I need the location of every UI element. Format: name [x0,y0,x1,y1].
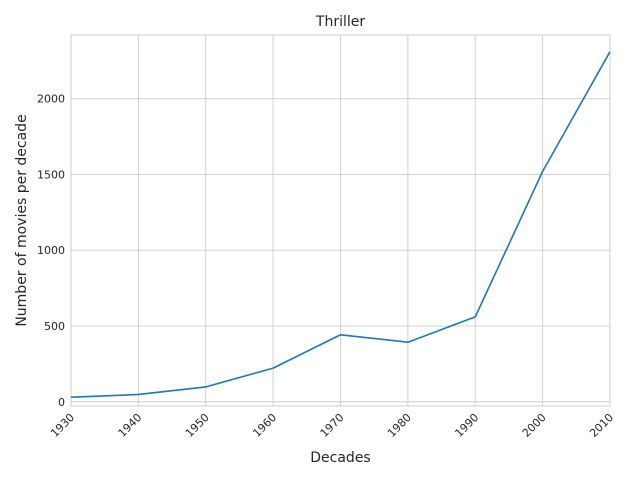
x-tick-label: 2000 [520,411,549,440]
x-tick-label: 1980 [385,411,414,440]
chart-title: Thriller [315,14,365,30]
y-tick-label: 1500 [37,168,65,181]
x-tick-labels: 1930 1940 1950 1960 1970 1980 1990 2000 2010 [48,411,616,440]
y-axis-title: Number of movies per decade [14,114,30,326]
plot-frame [70,34,611,407]
y-tick-label: 2000 [37,93,65,106]
y-tick-labels: 0 500 1000 1500 2000 [37,93,65,409]
x-tick-label: 2010 [587,411,616,440]
y-tick-label: 1000 [37,244,65,257]
series-group [70,51,611,399]
x-tick-label: 1990 [452,411,481,440]
x-tick-label: 1930 [48,411,77,440]
x-tick-label: 1950 [183,411,212,440]
grid [70,35,611,406]
x-tick-label: 1960 [250,411,279,440]
x-tick-label: 1940 [116,411,145,440]
series-line [70,51,611,399]
y-tick-label: 500 [44,320,65,333]
x-axis-title: Decades [310,450,370,466]
y-tick-label: 0 [58,396,65,409]
x-tick-label: 1970 [318,411,347,440]
